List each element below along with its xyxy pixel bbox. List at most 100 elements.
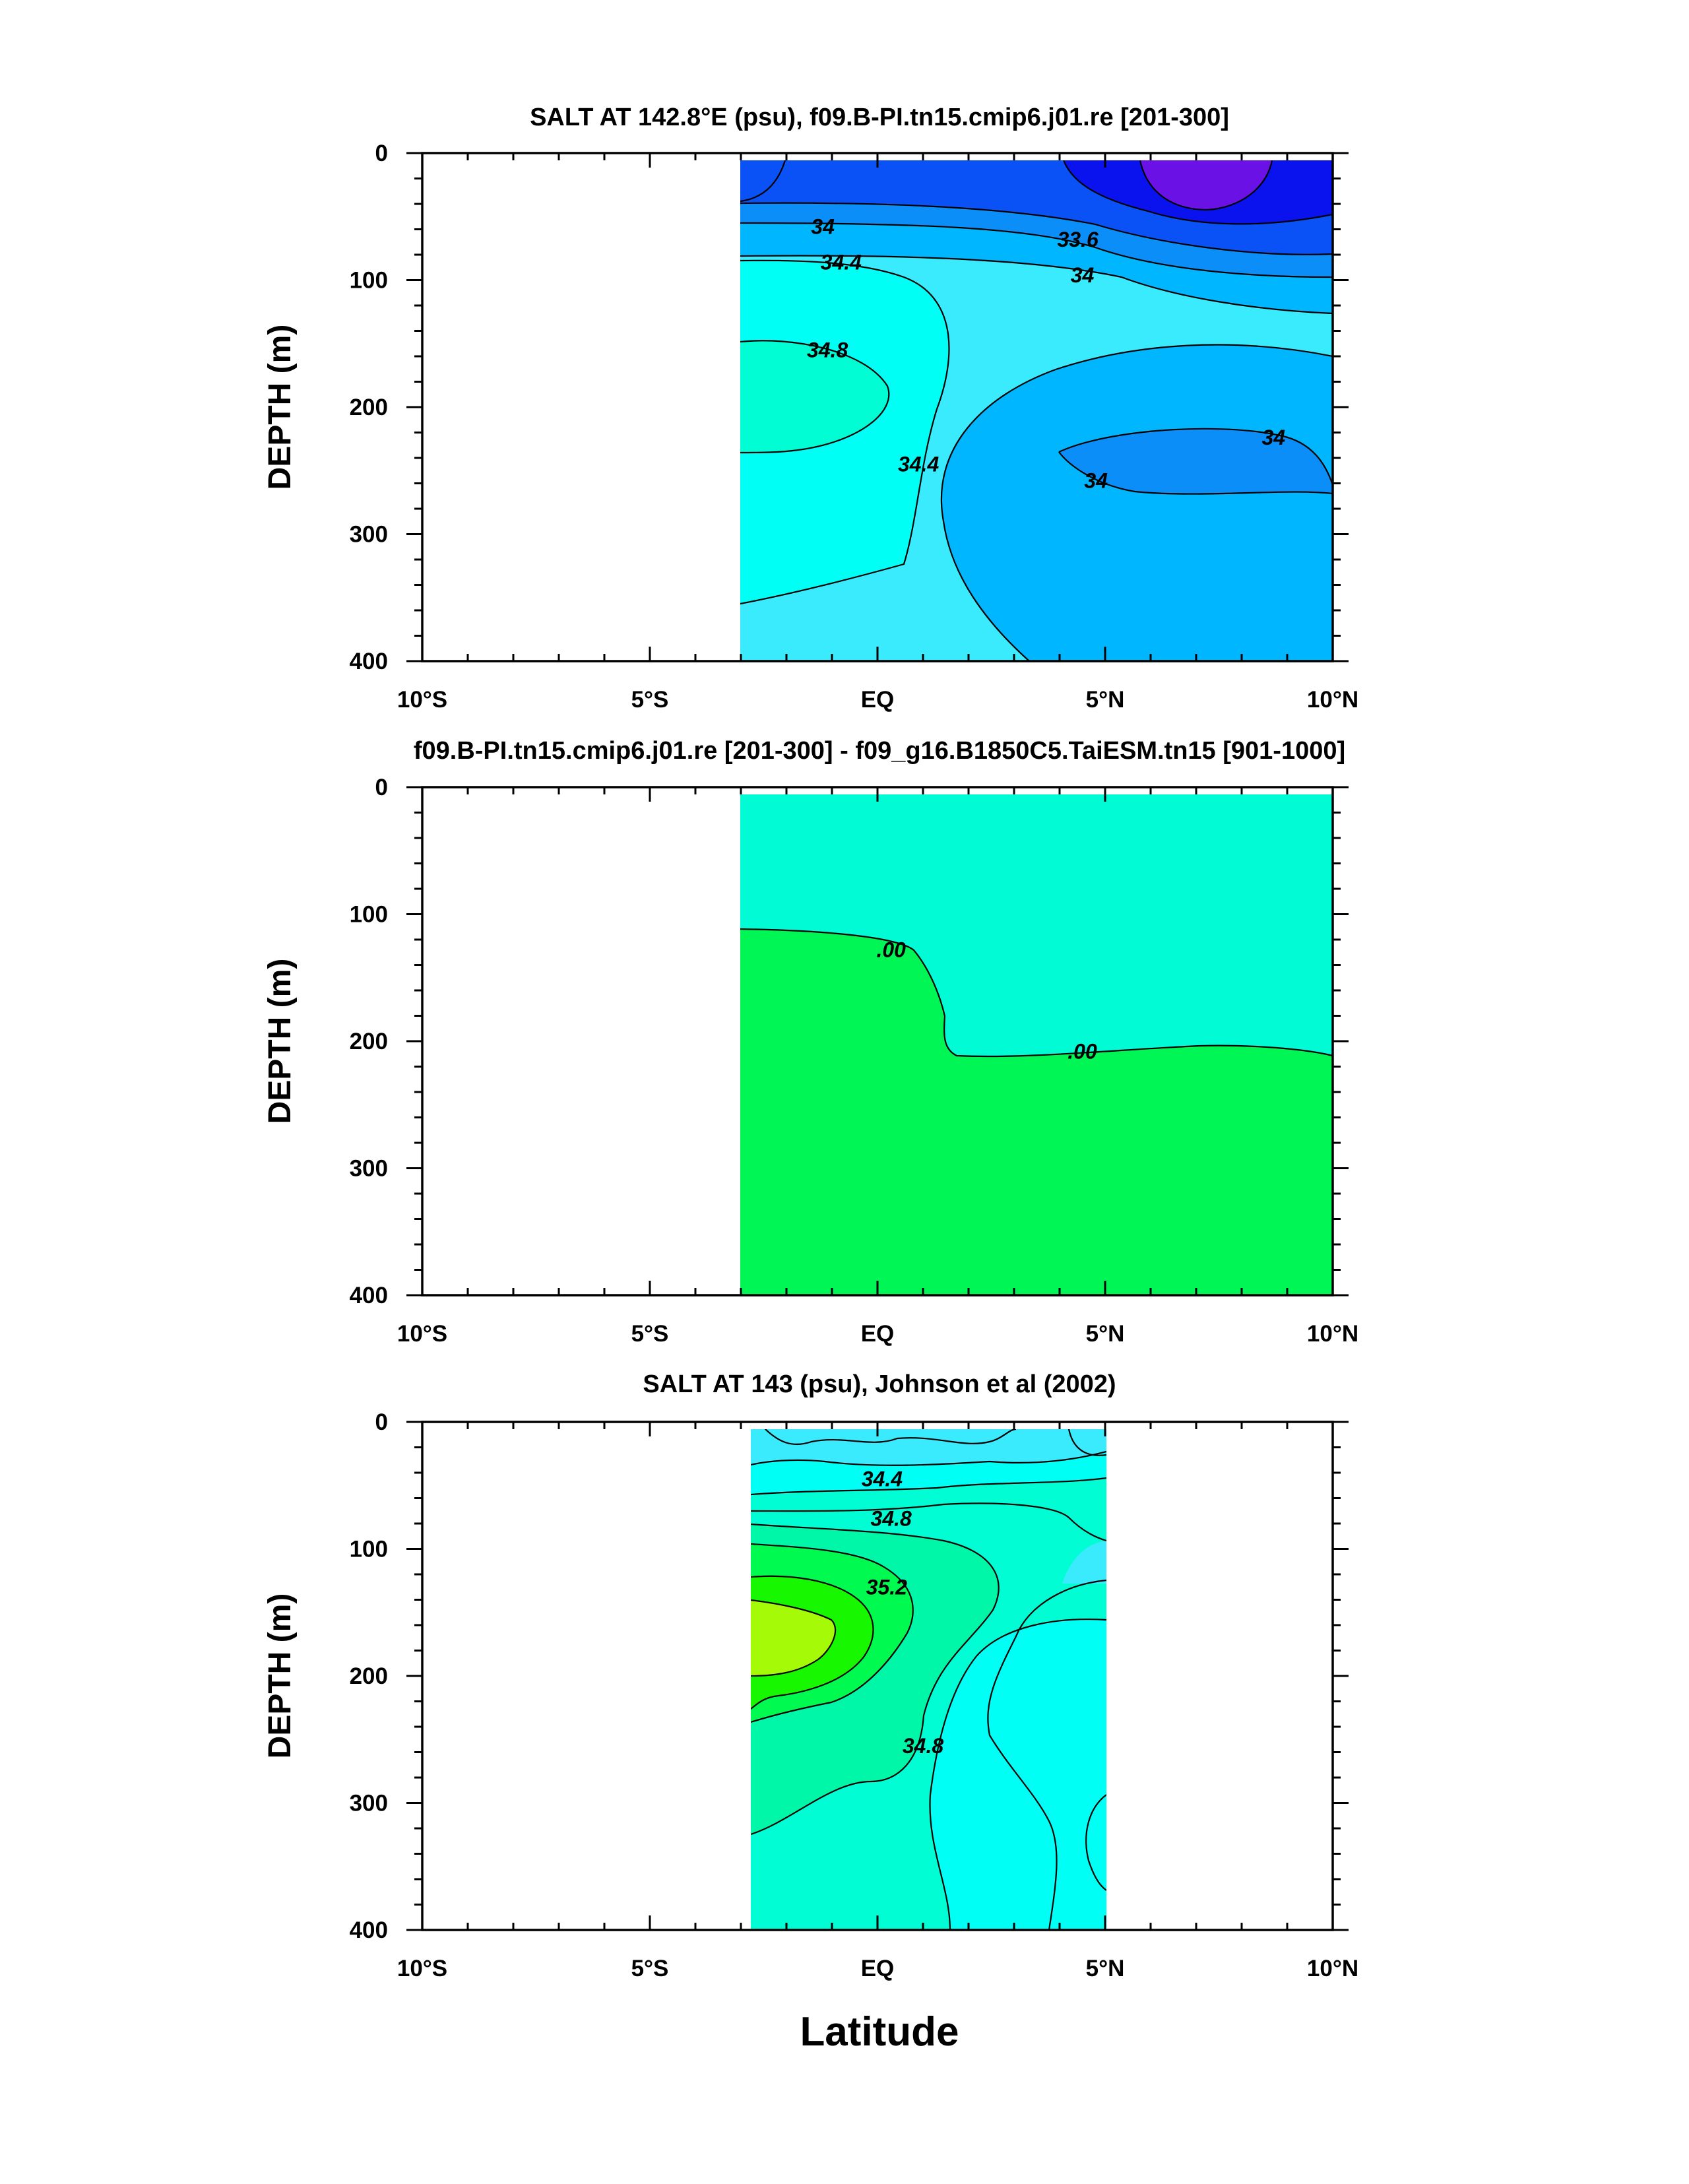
fill-34-4-right-edge (1062, 1541, 1106, 1584)
y-tick-label: 400 (350, 1917, 388, 1943)
y-tick-label: 200 (350, 395, 388, 420)
contour-line (751, 1543, 914, 1723)
contour-label: 34 (1084, 469, 1108, 493)
panel-2-title: f09.B-PI.tn15.cmip6.j01.re [201-300] - f… (414, 737, 1345, 765)
contour-label: 34.4 (862, 1467, 903, 1491)
panel-3-contour-labels: 34.4 34.8 35.2 34.8 (862, 1467, 944, 1758)
contour-line (740, 340, 890, 454)
contour-label: .00 (1068, 1039, 1097, 1063)
panel-2-fill (740, 794, 1333, 1295)
contour-line (740, 928, 1333, 1058)
y-tick-label: 100 (350, 902, 388, 928)
x-tick-label: 5°N (1086, 687, 1125, 713)
y-tick-label: 300 (350, 1791, 388, 1816)
contour-line (1058, 428, 1333, 486)
panel-2-contour-labels: .00 .00 (876, 938, 1097, 1063)
contour-line (1139, 160, 1273, 211)
y-tick-label: 300 (350, 1156, 388, 1182)
contour-label: 34.8 (871, 1506, 912, 1530)
panel-1: SALT AT 142.8°E (psu), f09.B-PI.tn15.cmi… (263, 104, 1358, 713)
y-tick-label: 400 (350, 649, 388, 674)
contour-line (765, 1429, 1017, 1445)
x-tick-label: 10°S (397, 687, 447, 713)
panel-1-title: SALT AT 142.8°E (psu), f09.B-PI.tn15.cmi… (530, 104, 1229, 131)
contour-line (751, 1477, 1106, 1496)
contour-label: 34.8 (807, 338, 848, 362)
contour-line (740, 255, 1333, 315)
x-tick-label: 5°N (1086, 1321, 1125, 1347)
contour-line (740, 202, 1333, 255)
contour-line (929, 1618, 1106, 1930)
fill-34-8 (740, 340, 889, 453)
x-tick-label: 10°S (397, 1321, 447, 1347)
contour-label: .00 (876, 938, 906, 961)
y-tick-label: 0 (375, 775, 388, 800)
contour-line (940, 344, 1333, 661)
y-tick-label: 200 (350, 1029, 388, 1054)
x-tick-label: EQ (861, 1321, 895, 1347)
fill-34-6-lower-right (930, 1619, 1106, 1930)
contour-label: 34.4 (821, 251, 862, 274)
panel-1-axes: 10°S 5°S EQ 5°N 10°N 0 100 200 300 400 DEPTH (m) (263, 141, 1358, 713)
y-tick-label: 400 (350, 1283, 388, 1308)
fill-35-6 (751, 1600, 836, 1676)
contour-line (1062, 160, 1333, 225)
contour-line (751, 1523, 1000, 1836)
x-tick-label: EQ (861, 1956, 895, 1981)
contour-label: 34.4 (898, 453, 939, 476)
contour-label: 34 (811, 215, 835, 239)
panel-3-fill (751, 1429, 1106, 1930)
x-tick-label: 10°N (1307, 687, 1358, 713)
fill-negative (740, 929, 1333, 1295)
panel-3-axes: 10°S 5°S EQ 5°N 10°N 0 100 200 300 400 DEPTH (m) (263, 1409, 1358, 1981)
contour-label: 34.8 (903, 1734, 943, 1758)
panel-2: f09.B-PI.tn15.cmip6.j01.re [201-300] - f… (263, 737, 1358, 1347)
y-tick-label: 200 (350, 1663, 388, 1689)
panel-1-fill (740, 160, 1333, 661)
contour-label: 34 (1262, 426, 1286, 449)
y-tick-label: 100 (350, 268, 388, 294)
y-axis-title: DEPTH (m) (263, 1593, 298, 1759)
panel-1-contours (740, 160, 1333, 661)
contour-label: 34 (1071, 263, 1095, 287)
contour-line (751, 1599, 837, 1677)
contour-line (740, 160, 786, 203)
contour-label: 35.2 (866, 1575, 907, 1599)
x-tick-label: 5°S (631, 1956, 669, 1981)
y-axis-title: DEPTH (m) (263, 325, 298, 490)
fill-34-0-pocket (1059, 428, 1333, 494)
x-tick-label: 5°S (631, 1321, 669, 1347)
fill-34-6-top (751, 1452, 1106, 1494)
y-axis-title: DEPTH (m) (263, 959, 298, 1124)
x-tick-label: 5°N (1086, 1956, 1125, 1981)
y-tick-label: 0 (375, 141, 388, 166)
contour-line (740, 222, 1333, 278)
x-tick-label: 10°S (397, 1956, 447, 1981)
contour-line (1068, 1429, 1106, 1456)
contour-line (751, 1575, 874, 1710)
contour-line (751, 1502, 1106, 1542)
panel-2-axes: 10°S 5°S EQ 5°N 10°N 0 100 200 300 400 DEPTH (m) (263, 775, 1358, 1347)
fill-33-2 (1140, 160, 1272, 210)
panel-3-title: SALT AT 143 (psu), Johnson et al (2002) (643, 1370, 1116, 1398)
fill-34-2 (941, 344, 1333, 661)
fill-33-8-left (740, 160, 785, 201)
contour-line (1058, 451, 1333, 495)
y-tick-label: 0 (375, 1409, 388, 1435)
panel-2-contours (740, 928, 1333, 1058)
x-tick-label: 10°N (1307, 1956, 1358, 1981)
panel-3-contours (751, 1429, 1106, 1930)
contour-label: 33.6 (1057, 228, 1098, 251)
x-tick-label: 10°N (1307, 1321, 1358, 1347)
contour-line (987, 1579, 1106, 1930)
panel-1-contour-labels: 34 34.4 34.8 34.4 33.6 34 34 34 (807, 215, 1285, 493)
x-tick-label: 5°S (631, 687, 669, 713)
contour-line (1085, 1794, 1106, 1891)
x-axis-title: Latitude (800, 2009, 959, 2055)
contour-line (740, 259, 950, 605)
contour-line (751, 1450, 1106, 1466)
y-tick-label: 100 (350, 1537, 388, 1562)
fill-34-4-top (751, 1429, 1106, 1465)
panel-3: SALT AT 143 (psu), Johnson et al (2002) (263, 1370, 1358, 1981)
